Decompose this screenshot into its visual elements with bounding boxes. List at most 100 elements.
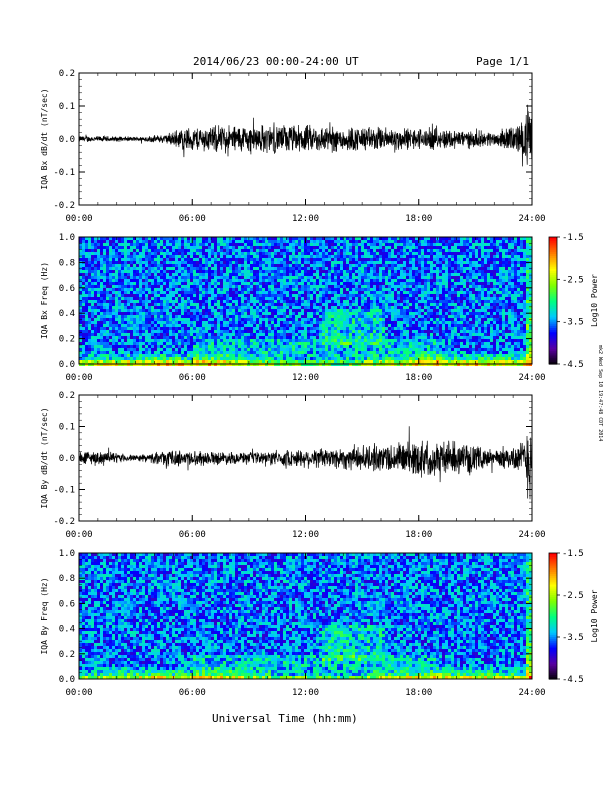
spectrogram-cell [331, 306, 334, 309]
spectrogram-cell [373, 306, 376, 309]
spectrogram-cell [97, 318, 100, 321]
spectrogram-cell [112, 264, 115, 267]
spectrogram-cell [187, 327, 190, 330]
spectrogram-cell [127, 324, 130, 327]
spectrogram-cell [463, 297, 466, 300]
spectrogram-cell [289, 309, 292, 312]
spectrogram-cell [244, 267, 247, 270]
spectrogram-cell [175, 327, 178, 330]
spectrogram-cell [508, 246, 511, 249]
spectrogram-cell [136, 300, 139, 303]
spectrogram-cell [196, 297, 199, 300]
spectrogram-cell [517, 240, 520, 243]
spectrogram-cell [106, 261, 109, 264]
spectrogram-cell [271, 270, 274, 273]
spectrogram-cell [217, 264, 220, 267]
spectrogram-cell [190, 240, 193, 243]
spectrogram-cell [121, 270, 124, 273]
spectrogram-cell [304, 321, 307, 324]
spectrogram-cell [124, 318, 127, 321]
spectrogram-cell [301, 282, 304, 285]
x-axis-label: Universal Time (hh:mm) [212, 712, 358, 725]
spectrogram-cell [82, 300, 85, 303]
spectrogram-cell [91, 252, 94, 255]
spectrogram-cell [421, 306, 424, 309]
spectrogram-cell [466, 243, 469, 246]
spectrogram-cell [175, 330, 178, 333]
spectrogram-cell [211, 303, 214, 306]
spectrogram-cell [244, 258, 247, 261]
spectrogram-cell [385, 309, 388, 312]
spectrogram-cell [409, 294, 412, 297]
spectrogram-cell [496, 300, 499, 303]
spectrogram-cell [427, 285, 430, 288]
spectrogram-cell [181, 279, 184, 282]
spectrogram-cell [163, 258, 166, 261]
spectrogram-cell [91, 321, 94, 324]
spectrogram-cell [157, 294, 160, 297]
spectrogram-cell [94, 318, 97, 321]
spectrogram-cell [94, 252, 97, 255]
spectrogram-cell [322, 252, 325, 255]
spectrogram-cell [112, 243, 115, 246]
spectrogram-cell [94, 300, 97, 303]
spectrogram-cell [235, 252, 238, 255]
spectrogram-cell [385, 300, 388, 303]
spectrogram-cell [160, 243, 163, 246]
spectrogram-cell [154, 288, 157, 291]
spectrogram-2 [79, 237, 532, 366]
spectrogram-cell [115, 297, 118, 300]
spectrogram-cell [448, 288, 451, 291]
spectrogram-cell [241, 288, 244, 291]
spectrogram-cell [145, 276, 148, 279]
spectrogram-cell [220, 240, 223, 243]
spectrogram-cell [172, 318, 175, 321]
spectrogram-cell [274, 240, 277, 243]
spectrogram-cell [202, 330, 205, 333]
spectrogram-cell [421, 303, 424, 306]
spectrogram-cell [379, 327, 382, 330]
spectrogram-cell [208, 240, 211, 243]
spectrogram-cell [526, 243, 529, 246]
spectrogram-cell [199, 243, 202, 246]
spectrogram-cell [460, 315, 463, 318]
spectrogram-cell [154, 306, 157, 309]
spectrogram-cell [196, 237, 199, 240]
spectrogram-cell [283, 327, 286, 330]
spectrogram-cell [139, 324, 142, 327]
spectrogram-cell [373, 288, 376, 291]
spectrogram-cell [424, 306, 427, 309]
spectrogram-cell [454, 294, 457, 297]
spectrogram-cell [490, 282, 493, 285]
spectrogram-cell [313, 324, 316, 327]
spectrogram-cell [478, 276, 481, 279]
spectrogram-cell [316, 327, 319, 330]
spectrogram-cell [193, 273, 196, 276]
spectrogram-cell [262, 258, 265, 261]
spectrogram-cell [463, 270, 466, 273]
spectrogram-cell [412, 261, 415, 264]
spectrogram-cell [169, 306, 172, 309]
spectrogram-cell [187, 240, 190, 243]
spectrogram-cell [304, 327, 307, 330]
spectrogram-cell [310, 246, 313, 249]
spectrogram-cell [304, 249, 307, 252]
spectrogram-cell [301, 300, 304, 303]
spectrogram-cell [427, 306, 430, 309]
spectrogram-cell [250, 258, 253, 261]
spectrogram-cell [451, 285, 454, 288]
spectrogram-cell [442, 300, 445, 303]
spectrogram-cell [481, 276, 484, 279]
spectrogram-cell [94, 258, 97, 261]
spectrogram-cell [217, 321, 220, 324]
spectrogram-cell [139, 327, 142, 330]
spectrogram-cell [505, 264, 508, 267]
spectrogram-cell [487, 321, 490, 324]
spectrogram-cell [244, 264, 247, 267]
spectrogram-cell [205, 288, 208, 291]
spectrogram-cell [241, 243, 244, 246]
spectrogram-cell [88, 291, 91, 294]
spectrogram-cell [415, 285, 418, 288]
spectrogram-cell [166, 321, 169, 324]
spectrogram-cell [352, 240, 355, 243]
